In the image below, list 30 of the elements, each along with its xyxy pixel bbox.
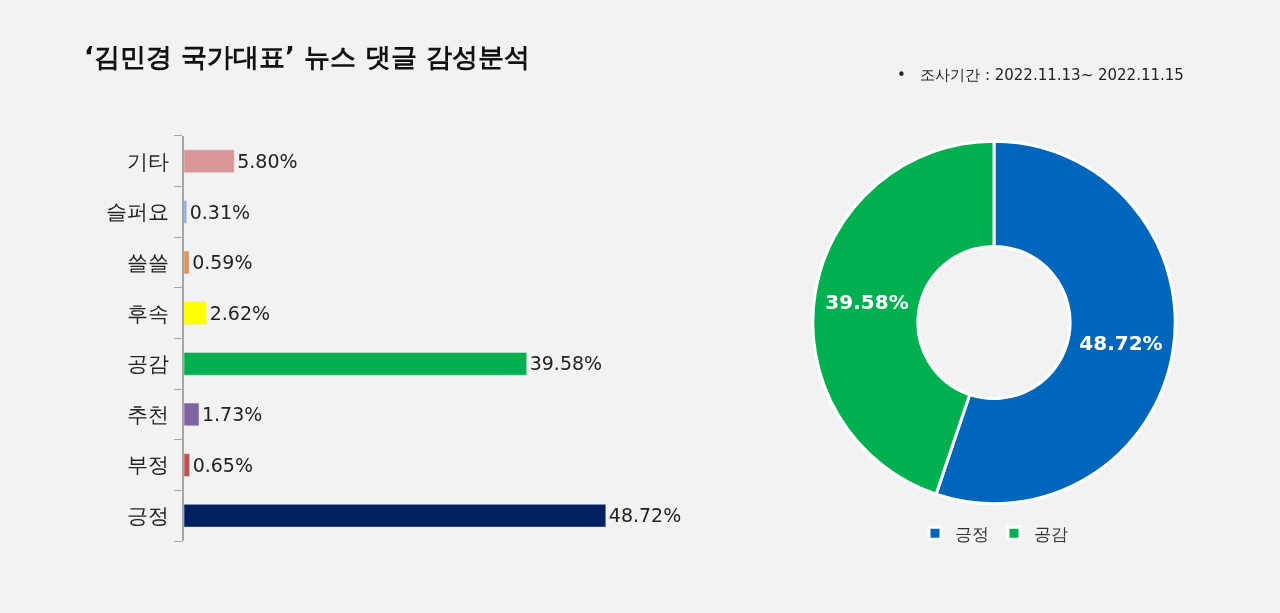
data-label: 5.80%: [237, 149, 298, 172]
y-tick-label: 긍정: [127, 504, 169, 529]
bar: [184, 301, 207, 325]
legend-label: 공감: [1034, 523, 1068, 544]
bar: [184, 402, 200, 427]
chart-title: ‘김민경 국가대표’ 뉴스 댓글 감성분석: [84, 42, 530, 72]
data-label: 2.62%: [209, 301, 271, 324]
bar: [184, 352, 527, 376]
data-label: 48.72%: [608, 504, 682, 527]
y-tick-label: 기타: [127, 149, 169, 174]
data-label: 0.59%: [192, 251, 253, 274]
y-tick-label: 추천: [127, 402, 169, 427]
y-tick-label: 쓸쓸: [127, 250, 169, 275]
legend-label: 긍정: [955, 523, 989, 544]
bar: [184, 250, 190, 275]
data-label: 0.31%: [189, 200, 251, 223]
data-label: 48.72%: [1079, 331, 1163, 356]
text: • 조사기간 : 2022.11.13~ 2022.11.15: [897, 66, 1184, 84]
data-label: 39.58%: [825, 289, 909, 314]
data-label: 39.58%: [529, 352, 603, 375]
data-label: 0.65%: [192, 453, 253, 476]
y-tick-label: 공감: [127, 352, 169, 377]
y-tick-label: 슬퍼요: [106, 200, 169, 225]
bar: [184, 149, 235, 173]
y-tick-label: 부정: [127, 453, 169, 478]
bar: [184, 200, 187, 224]
bar: [184, 453, 190, 477]
bar: [184, 504, 607, 528]
data-label: 1.73%: [202, 403, 263, 426]
y-tick-label: 후속: [127, 301, 169, 326]
